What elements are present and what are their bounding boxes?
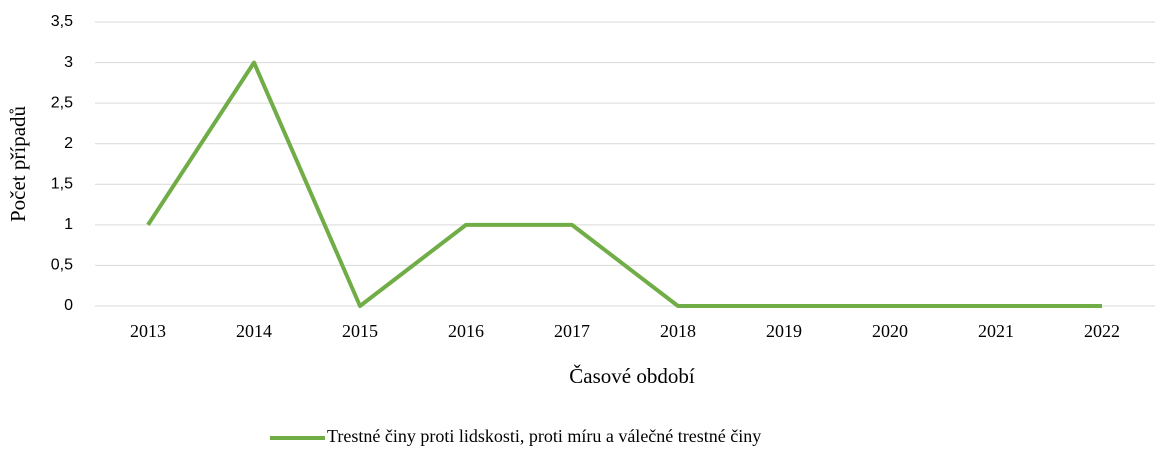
y-tick-label: 2,5 — [51, 94, 73, 111]
y-tick-label: 0 — [64, 297, 73, 314]
x-tick-label: 2013 — [130, 321, 166, 341]
x-tick-label: 2018 — [660, 321, 696, 341]
x-tick-label: 2014 — [236, 321, 272, 341]
x-tick-label: 2022 — [1084, 321, 1120, 341]
x-tick-label: 2016 — [448, 321, 484, 341]
legend-label: Trestné činy proti lidskosti, proti míru… — [327, 426, 761, 446]
y-axis-title: Počet případů — [6, 105, 30, 222]
y-tick-label: 2 — [64, 135, 73, 152]
x-tick-label: 2017 — [554, 321, 590, 341]
x-tick-label: 2021 — [978, 321, 1014, 341]
x-tick-label: 2015 — [342, 321, 378, 341]
y-tick-label: 1 — [64, 216, 73, 233]
y-tick-label: 1,5 — [51, 176, 73, 193]
x-axis-title: Časové období — [569, 364, 695, 388]
y-tick-label: 3,5 — [51, 13, 73, 30]
data-line — [146, 60, 1102, 308]
y-tick-label: 3 — [64, 54, 73, 71]
x-tick-label: 2019 — [766, 321, 802, 341]
x-tick-label: 2020 — [872, 321, 908, 341]
y-tick-label: 0,5 — [51, 257, 73, 274]
